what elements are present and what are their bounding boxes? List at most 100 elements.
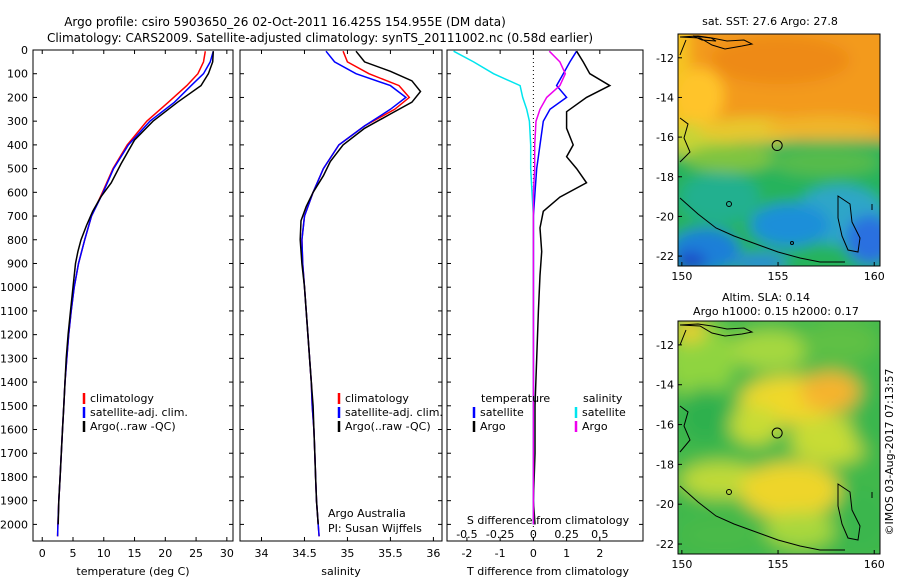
s-difference-tick-label: -0.25 [486, 528, 514, 541]
temperature-xlabel: temperature (deg C) [76, 565, 189, 578]
sla-map-lat-label: -16 [656, 419, 674, 432]
sst-map-lat-label: -20 [656, 210, 674, 223]
salinity-panel: 34 34.5 35 35.5 36 climatologysatellite-adj.… [239, 49, 443, 578]
sst-map-lon-label: 160 [864, 270, 885, 283]
temperature-xtick-label: 5 [70, 547, 77, 560]
depth-tick-label: 1200 [0, 329, 28, 342]
sla-map-lat-label: -20 [656, 498, 674, 511]
salinity-plot-frame [239, 49, 443, 542]
difference-x-axis: -2 -1 0 1 2 [447, 49, 643, 560]
difference-legend-label: satellite [480, 406, 524, 419]
depth-axis: 0 100 200 300 400 500 600 700 800 900 1000 1100 1200… [0, 44, 233, 531]
difference-xtick-label: 2 [596, 547, 603, 560]
depth-tick-label: 1500 [0, 400, 28, 413]
difference-plot-frame [446, 49, 644, 542]
sst-map-lat-label: -22 [656, 250, 674, 263]
sst-map-lat-label: -14 [656, 91, 674, 104]
salinity-legend-label: climatology [345, 392, 409, 405]
depth-tick-label: 800 [7, 234, 28, 247]
sla-map-panel: Altim. SLA: 0.14 Argo h1000: 0.15 h2000:… [656, 291, 885, 571]
sst-map-lat-label: -16 [656, 131, 674, 144]
temperature-xtick-label: 25 [189, 547, 203, 560]
depth-tick-label: 500 [7, 163, 28, 176]
salinity-annotation-line-2: PI: Susan Wijffels [328, 522, 422, 535]
depth-tick-label: 1400 [0, 376, 28, 389]
s-difference-tick-label: 0.5 [591, 528, 609, 541]
sla-map-title-line-1: Altim. SLA: 0.14 [722, 291, 810, 304]
salinity-xtick-label: 35 [340, 547, 354, 560]
depth-tick-label: 1000 [0, 281, 28, 294]
depth-tick-label: 1600 [0, 424, 28, 437]
sla-map-lat-label: -18 [656, 458, 674, 471]
difference-xtick-label: -1 [495, 547, 506, 560]
sst-map-title: sat. SST: 27.6 Argo: 27.8 [702, 15, 838, 28]
temperature-legend-label: climatology [90, 392, 154, 405]
sla-map-title-line-2: Argo h1000: 0.15 h2000: 0.17 [693, 305, 859, 318]
sla-map-lat-label: -12 [656, 339, 674, 352]
temperature-legend-label: Argo(..raw -QC) [90, 420, 176, 433]
depth-tick-label: 200 [7, 91, 28, 104]
sst-map-panel: sat. SST: 27.6 Argo: 27.8 [656, 15, 885, 283]
temperature-legend-label: satellite-adj. clim. [90, 406, 188, 419]
depth-tick-label: 1800 [0, 471, 28, 484]
difference-legend-label: satellite [582, 406, 626, 419]
salinity-x-axis: 34 34.5 35 35.5 36 [240, 49, 442, 560]
salinity-xtick-label: 34 [254, 547, 268, 560]
sla-map-lat-label: -22 [656, 538, 674, 551]
sst-map-lat-label: -18 [656, 171, 674, 184]
temperature-panel: 0 100 200 300 400 500 600 700 800 900 1000 1100 1200… [0, 44, 234, 578]
difference-xtick-label: 0 [530, 547, 537, 560]
differences-series-s-argo [532, 50, 567, 525]
temperature-plot-frame [32, 49, 234, 542]
temperature-xtick-label: 30 [220, 547, 234, 560]
temperature-xtick-label: 15 [128, 547, 142, 560]
sst-map-lon-label: 155 [768, 270, 789, 283]
depth-tick-label: 300 [7, 115, 28, 128]
temperature-xtick-label: 10 [97, 547, 111, 560]
sst-argo-location-marker [771, 140, 783, 152]
t-difference-label: T difference from climatology [466, 565, 629, 578]
difference-legend-title-salinity: salinity [583, 392, 623, 405]
depth-tick-label: 700 [7, 210, 28, 223]
depth-tick-label: 1900 [0, 495, 28, 508]
s-difference-scale: -0.5 -0.25 0 0.25 0.5 [456, 528, 608, 541]
differences-series-t-argo [532, 50, 612, 525]
depth-tick-label: 1100 [0, 305, 28, 318]
salinity-xtick-label: 34.5 [292, 547, 317, 560]
temperature-series-argo-raw-qc [57, 51, 215, 525]
temperature-lines [56, 50, 215, 537]
depth-tick-label: 2000 [0, 518, 28, 531]
s-difference-tick-label: -0.5 [456, 528, 477, 541]
sst-map-axes: 150 155 160 -12 -14 -16 -18 -20 -22 [656, 52, 885, 283]
sla-map-frame [677, 320, 881, 555]
sla-map-field [678, 321, 880, 554]
depth-tick-label: 400 [7, 139, 28, 152]
s-difference-tick-label: 0.25 [554, 528, 579, 541]
salinity-legend-label: Argo(..raw -QC) [345, 420, 431, 433]
depth-tick-label: 900 [7, 257, 28, 270]
salinity-series-argo-raw-qc [299, 50, 422, 525]
s-difference-tick-label: 0 [530, 528, 537, 541]
depth-tick-label: 100 [7, 68, 28, 81]
title-line-1: Argo profile: csiro 5903650_26 02-Oct-20… [64, 15, 506, 29]
difference-panel: -2 -1 0 1 2 temperature salinitysatelliteArgo… [446, 49, 644, 578]
depth-tick-label: 600 [7, 186, 28, 199]
difference-xtick-label: -2 [461, 547, 472, 560]
imos-credit: ©IMOS 03-Aug-2017 07:13:57 [883, 369, 896, 536]
salinity-xtick-label: 35.5 [378, 547, 403, 560]
difference-legend-label: Argo [480, 420, 506, 433]
temperature-xtick-label: 0 [39, 547, 46, 560]
salinity-lines [299, 50, 422, 537]
depth-tick-label: 1300 [0, 352, 28, 365]
temperature-xtick-label: 20 [158, 547, 172, 560]
sla-map-lon-label: 150 [671, 558, 692, 571]
salinity-legend-label: satellite-adj. clim. [345, 406, 443, 419]
difference-legend: temperature salinitysatelliteArgosatellit… [472, 392, 626, 433]
temperature-x-axis: 0 5 10 15 20 25 30 [39, 50, 234, 560]
salinity-xtick-label: 36 [426, 547, 440, 560]
s-difference-label: S difference from climatology [467, 514, 630, 527]
difference-lines [453, 50, 612, 525]
difference-legend-title-temperature: temperature [481, 392, 550, 405]
